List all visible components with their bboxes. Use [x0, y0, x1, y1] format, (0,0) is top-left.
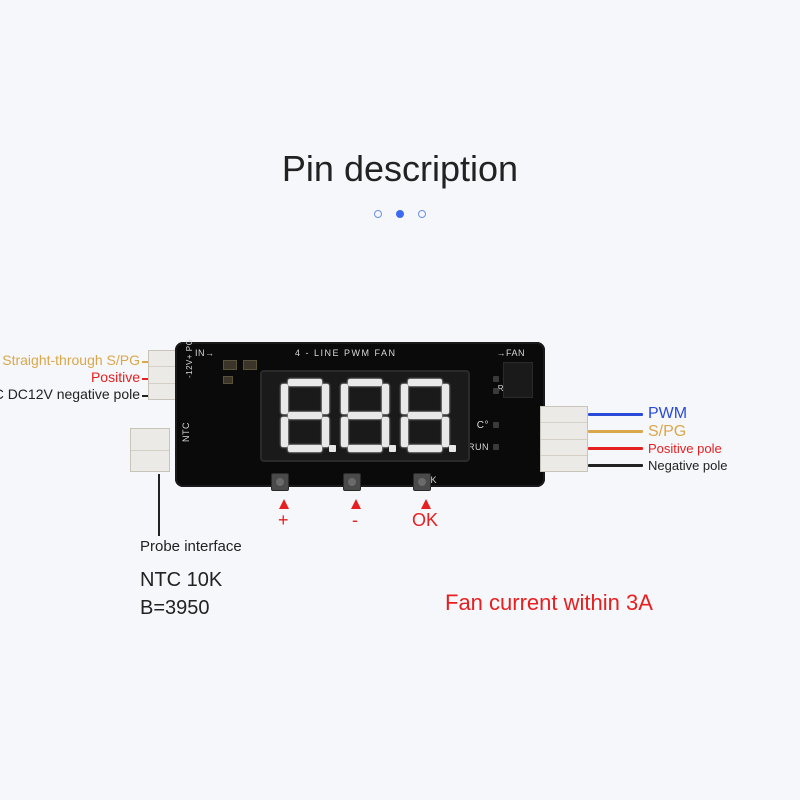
chip-main [503, 362, 533, 398]
label-ok: OK [412, 510, 438, 531]
smd-3 [223, 376, 233, 384]
seven-seg-display [260, 370, 470, 462]
label-spg-out: S/PG [648, 423, 686, 441]
smd-2 [243, 360, 257, 370]
led-c [493, 422, 499, 428]
pcb-board: IN→ 4 - LINE PWM FAN →FAN -12V+ PG NTC x… [175, 342, 545, 487]
connector-fan [540, 406, 588, 472]
diagram-stage: Pin description Straight-through S/PG Po… [0, 0, 800, 800]
spec-line1: NTC 10K [140, 569, 222, 591]
pagination-dots[interactable] [0, 210, 800, 218]
led-x10 [493, 376, 499, 382]
fan-current-note: Fan current within 3A [445, 590, 653, 616]
label-minus: - [352, 510, 358, 531]
silk-c: C° [477, 420, 489, 431]
dot-2[interactable] [418, 210, 426, 218]
digit-2 [398, 377, 452, 455]
silk-run: RUN [468, 442, 489, 452]
btn-ok[interactable] [413, 473, 431, 491]
led-run [493, 444, 499, 450]
silk-title: 4 - LINE PWM FAN [295, 348, 397, 358]
digit-1 [338, 377, 392, 455]
wire-pwm [588, 413, 643, 416]
connector-ntc [130, 428, 170, 472]
label-plus: + [278, 510, 289, 531]
led-rpm [493, 388, 499, 394]
btn-plus[interactable] [271, 473, 289, 491]
wire-neg [588, 464, 643, 467]
silk-fan: →FAN [496, 348, 525, 358]
silk-ntc: NTC [181, 422, 191, 442]
label-spg-in: Straight-through S/PG [2, 352, 140, 368]
label-negative-in: DC DC12V negative pole [0, 386, 140, 402]
label-pwm: PWM [648, 405, 687, 423]
dot-1[interactable] [396, 210, 404, 218]
page-title: Pin description [0, 148, 800, 190]
silk-12v: -12V+ PG [185, 339, 194, 378]
btn-minus[interactable] [343, 473, 361, 491]
wire-spg [588, 430, 643, 433]
spec-ntc: NTC 10K B=3950 [140, 566, 222, 622]
label-positive-in: Positive [91, 369, 140, 385]
silk-in: IN→ [195, 348, 215, 358]
dot-0[interactable] [374, 210, 382, 218]
label-neg-out: Negative pole [648, 458, 728, 473]
label-probe: Probe interface [140, 538, 242, 555]
leader-probe [158, 474, 160, 536]
label-pos-out: Positive pole [648, 441, 722, 456]
wire-pos [588, 447, 643, 450]
spec-line2: B=3950 [140, 597, 210, 619]
digit-0 [278, 377, 332, 455]
smd-1 [223, 360, 237, 370]
